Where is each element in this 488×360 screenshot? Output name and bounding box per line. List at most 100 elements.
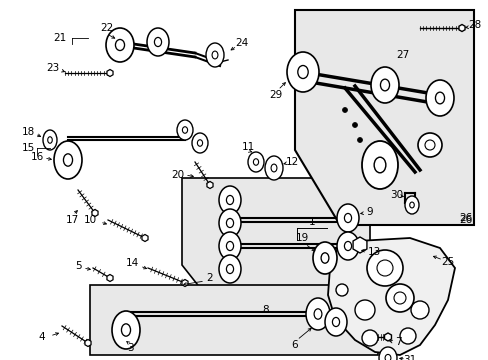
Ellipse shape xyxy=(312,242,336,274)
Ellipse shape xyxy=(409,202,413,208)
Ellipse shape xyxy=(361,141,397,189)
Text: 1: 1 xyxy=(308,217,315,227)
Circle shape xyxy=(385,284,413,312)
Ellipse shape xyxy=(226,219,233,228)
Ellipse shape xyxy=(373,157,385,173)
Ellipse shape xyxy=(313,309,321,319)
Ellipse shape xyxy=(370,67,398,103)
Ellipse shape xyxy=(226,195,233,204)
Text: 19: 19 xyxy=(295,233,308,243)
Ellipse shape xyxy=(332,318,339,327)
Ellipse shape xyxy=(219,186,241,214)
Text: 28: 28 xyxy=(468,20,481,30)
Text: 5: 5 xyxy=(75,261,81,271)
Circle shape xyxy=(417,133,441,157)
Ellipse shape xyxy=(205,43,224,67)
Ellipse shape xyxy=(344,242,351,251)
Polygon shape xyxy=(327,238,454,355)
Circle shape xyxy=(361,330,377,346)
Text: 8: 8 xyxy=(262,305,269,315)
Ellipse shape xyxy=(380,79,389,91)
Text: 7: 7 xyxy=(394,337,401,347)
Text: 6: 6 xyxy=(291,340,298,350)
Ellipse shape xyxy=(325,308,346,336)
Circle shape xyxy=(357,138,362,143)
Polygon shape xyxy=(294,10,473,225)
Ellipse shape xyxy=(270,164,276,172)
Text: 14: 14 xyxy=(125,258,138,268)
Polygon shape xyxy=(90,285,377,355)
Text: 20: 20 xyxy=(171,170,184,180)
Ellipse shape xyxy=(384,355,390,360)
Text: 24: 24 xyxy=(235,38,248,48)
Text: 17: 17 xyxy=(65,215,79,225)
Circle shape xyxy=(352,122,357,127)
Ellipse shape xyxy=(378,347,396,360)
Text: 31: 31 xyxy=(403,355,416,360)
Text: 9: 9 xyxy=(366,207,372,217)
Circle shape xyxy=(424,140,434,150)
Circle shape xyxy=(366,250,402,286)
Circle shape xyxy=(342,108,347,112)
Ellipse shape xyxy=(219,209,241,237)
Ellipse shape xyxy=(154,37,161,46)
Circle shape xyxy=(354,300,374,320)
Ellipse shape xyxy=(336,232,358,260)
Ellipse shape xyxy=(182,127,187,133)
Circle shape xyxy=(376,260,392,276)
Text: 11: 11 xyxy=(241,142,254,152)
Circle shape xyxy=(410,301,428,319)
Ellipse shape xyxy=(344,213,351,222)
Text: 23: 23 xyxy=(46,63,60,73)
Circle shape xyxy=(399,328,415,344)
Polygon shape xyxy=(182,178,369,303)
Ellipse shape xyxy=(177,120,193,140)
Ellipse shape xyxy=(264,156,283,180)
Ellipse shape xyxy=(212,51,218,59)
Ellipse shape xyxy=(434,92,444,104)
Ellipse shape xyxy=(226,242,233,251)
Ellipse shape xyxy=(297,66,307,78)
Ellipse shape xyxy=(404,196,418,214)
Circle shape xyxy=(393,292,405,304)
Ellipse shape xyxy=(219,255,241,283)
Text: 10: 10 xyxy=(83,215,96,225)
Text: 15: 15 xyxy=(21,143,35,153)
Ellipse shape xyxy=(54,141,82,179)
Ellipse shape xyxy=(43,130,57,150)
Text: 25: 25 xyxy=(441,257,454,267)
Text: 26: 26 xyxy=(458,213,472,223)
Text: 13: 13 xyxy=(366,247,380,257)
Text: 22: 22 xyxy=(100,23,113,33)
Text: 26: 26 xyxy=(458,215,472,225)
Ellipse shape xyxy=(197,140,202,146)
Text: 16: 16 xyxy=(30,152,43,162)
Ellipse shape xyxy=(336,204,358,232)
Text: 29: 29 xyxy=(269,90,282,100)
Ellipse shape xyxy=(147,28,169,56)
Ellipse shape xyxy=(219,232,241,260)
Ellipse shape xyxy=(286,52,318,92)
Ellipse shape xyxy=(115,40,124,50)
Text: 4: 4 xyxy=(39,332,45,342)
Ellipse shape xyxy=(112,311,140,349)
Ellipse shape xyxy=(305,298,329,330)
Ellipse shape xyxy=(63,154,72,166)
Ellipse shape xyxy=(425,80,453,116)
Ellipse shape xyxy=(121,324,130,336)
Ellipse shape xyxy=(321,253,328,263)
Ellipse shape xyxy=(253,159,258,165)
Ellipse shape xyxy=(48,137,52,143)
Ellipse shape xyxy=(106,28,134,62)
Text: 27: 27 xyxy=(396,50,409,60)
Ellipse shape xyxy=(226,265,233,274)
Text: 21: 21 xyxy=(53,33,66,43)
Text: 18: 18 xyxy=(21,127,35,137)
Text: 2: 2 xyxy=(206,273,213,283)
Text: 3: 3 xyxy=(126,343,133,353)
Ellipse shape xyxy=(192,133,207,153)
Circle shape xyxy=(335,284,347,296)
Text: 30: 30 xyxy=(389,190,403,200)
Ellipse shape xyxy=(247,152,264,172)
Text: 12: 12 xyxy=(285,157,298,167)
